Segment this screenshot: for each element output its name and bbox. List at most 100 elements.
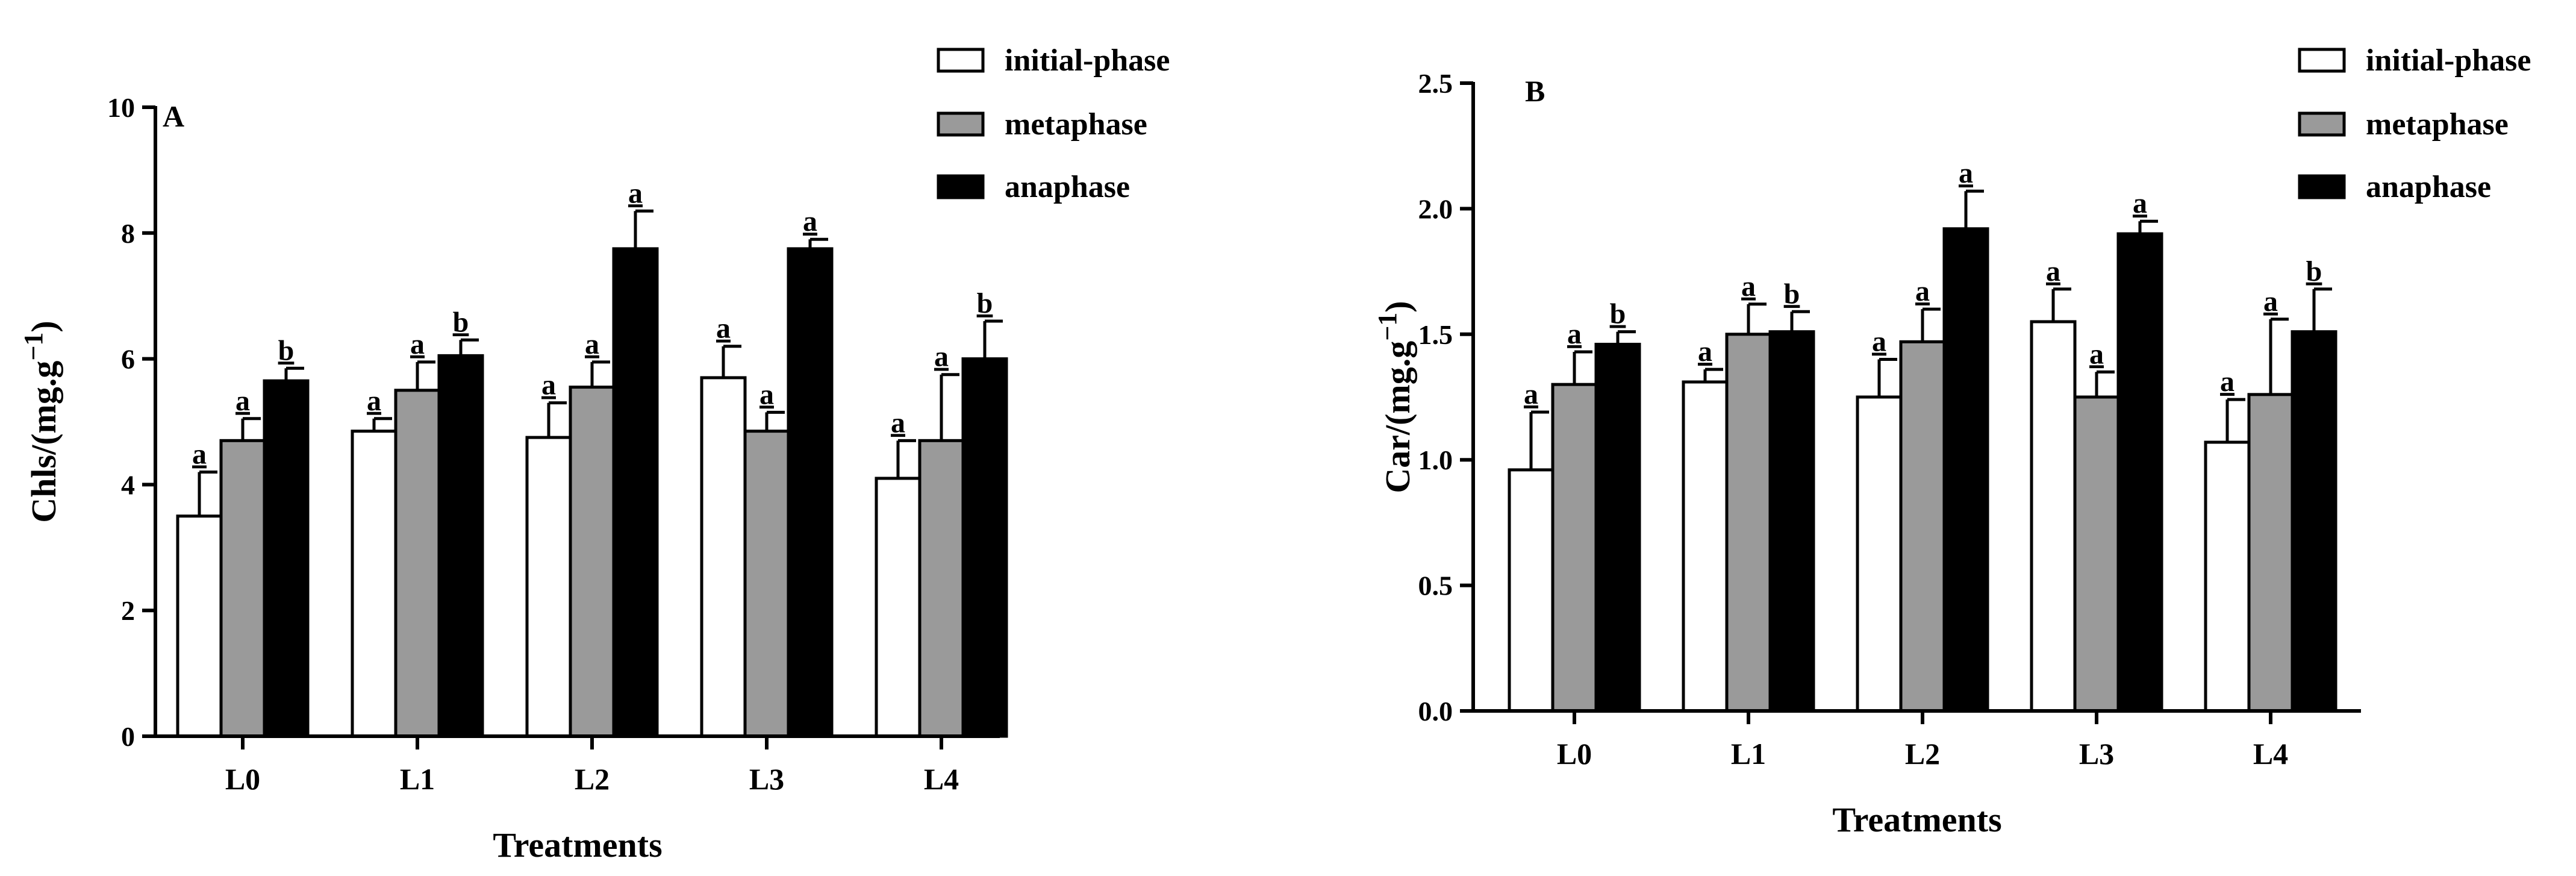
legend-label: metaphase — [1005, 107, 1147, 142]
y-axis-title-suffix: ) — [24, 321, 63, 332]
significance-label: b — [2306, 255, 2322, 287]
bar — [263, 379, 310, 738]
bar — [1768, 330, 1815, 713]
significance-label: a — [2046, 255, 2060, 287]
significance-label: b — [1784, 278, 1800, 310]
y-tick-label: 1.5 — [1418, 319, 1453, 350]
significance-label: a — [2220, 366, 2235, 398]
x-tick-label: L2 — [1905, 737, 1940, 771]
bar — [1508, 468, 1555, 713]
bar — [2073, 395, 2120, 713]
bar — [1551, 383, 1598, 713]
bar — [612, 247, 659, 738]
bar — [2204, 440, 2251, 713]
legend-label: metaphase — [2366, 107, 2509, 142]
legend-swatch — [937, 174, 985, 199]
significance-label: b — [278, 334, 295, 366]
significance-label: a — [891, 407, 905, 439]
significance-label: a — [1959, 157, 1973, 189]
significance-label: a — [2089, 338, 2104, 370]
significance-label: a — [628, 177, 643, 209]
legend-swatch — [2298, 48, 2346, 73]
y-axis-title: Car/(mg.g−1) — [1373, 301, 1417, 493]
bar — [700, 376, 747, 738]
x-axis-title: Treatments — [1832, 800, 2001, 839]
x-tick-label: L4 — [2253, 737, 2288, 771]
bar — [2116, 232, 2163, 713]
significance-label: a — [1741, 271, 1756, 302]
bar — [525, 436, 572, 738]
y-tick-label: 2 — [121, 595, 135, 626]
y-axis-title-main: Car/(mg.g — [1378, 341, 1417, 493]
y-tick-label: 0.5 — [1418, 571, 1453, 601]
panel-label: B — [1525, 74, 1545, 108]
bar — [743, 430, 790, 738]
y-tick-label: 10 — [107, 92, 135, 123]
y-tick-label: 8 — [121, 218, 135, 249]
legend-label: anaphase — [2366, 170, 2491, 204]
bar — [1725, 333, 1772, 713]
y-tick-label: 6 — [121, 344, 135, 375]
significance-label: a — [192, 439, 207, 471]
significance-label: a — [2133, 187, 2147, 219]
y-tick-label: 0.0 — [1418, 696, 1453, 727]
legend-label: anaphase — [1005, 170, 1130, 204]
x-tick-label: L0 — [1557, 737, 1592, 771]
legend-label: initial-phase — [1005, 43, 1170, 78]
bar — [219, 439, 266, 738]
significance-label: a — [367, 385, 381, 417]
y-axis-title-suffix: ) — [1378, 301, 1417, 312]
significance-label: b — [977, 287, 993, 319]
significance-label: a — [1698, 336, 1712, 368]
significance-label: a — [716, 313, 731, 345]
y-axis-title-main: Chls/(mg.g — [24, 361, 63, 523]
significance-label: a — [759, 378, 774, 410]
y-axis-title-superscript: −1 — [1373, 313, 1402, 341]
bar — [394, 389, 441, 738]
significance-label: a — [585, 328, 599, 360]
bar — [2291, 330, 2337, 713]
bar — [437, 354, 484, 738]
x-tick-label: L2 — [575, 762, 610, 796]
bar — [1594, 342, 1641, 713]
bar — [2030, 320, 2077, 713]
significance-label: a — [934, 341, 949, 373]
x-tick-label: L4 — [924, 762, 959, 796]
legend-swatch — [937, 111, 985, 137]
bar — [1899, 340, 1946, 713]
bar — [1942, 227, 1989, 713]
significance-label: a — [2263, 286, 2278, 318]
bar — [569, 386, 616, 738]
bar — [961, 357, 1008, 738]
significance-label: a — [1915, 275, 1930, 307]
y-tick-label: 0 — [121, 721, 135, 752]
legend-swatch — [2298, 111, 2346, 137]
panel-label: A — [163, 99, 184, 133]
x-tick-label: L1 — [400, 762, 435, 796]
significance-label: a — [410, 328, 425, 360]
significance-label: b — [453, 306, 469, 338]
significance-label: a — [1872, 325, 1886, 357]
significance-label: a — [1524, 378, 1538, 410]
legend-label: initial-phase — [2366, 43, 2531, 78]
legend-swatch — [2298, 174, 2346, 199]
y-tick-label: 1.0 — [1418, 445, 1453, 475]
bar — [1856, 395, 1903, 713]
y-tick-label: 2.5 — [1418, 68, 1453, 99]
bar — [2247, 393, 2294, 713]
significance-label: b — [1610, 298, 1626, 330]
y-tick-label: 4 — [121, 469, 135, 500]
x-tick-label: L0 — [225, 762, 260, 796]
x-tick-label: L3 — [749, 762, 784, 796]
y-axis-title-superscript: −1 — [19, 333, 48, 361]
significance-label: a — [541, 369, 556, 401]
x-tick-label: L3 — [2079, 737, 2114, 771]
bar — [918, 439, 965, 738]
legend-swatch — [937, 48, 985, 73]
bar — [351, 430, 398, 738]
bar — [875, 477, 922, 738]
bar — [176, 515, 223, 738]
x-axis-title: Treatments — [493, 825, 662, 865]
